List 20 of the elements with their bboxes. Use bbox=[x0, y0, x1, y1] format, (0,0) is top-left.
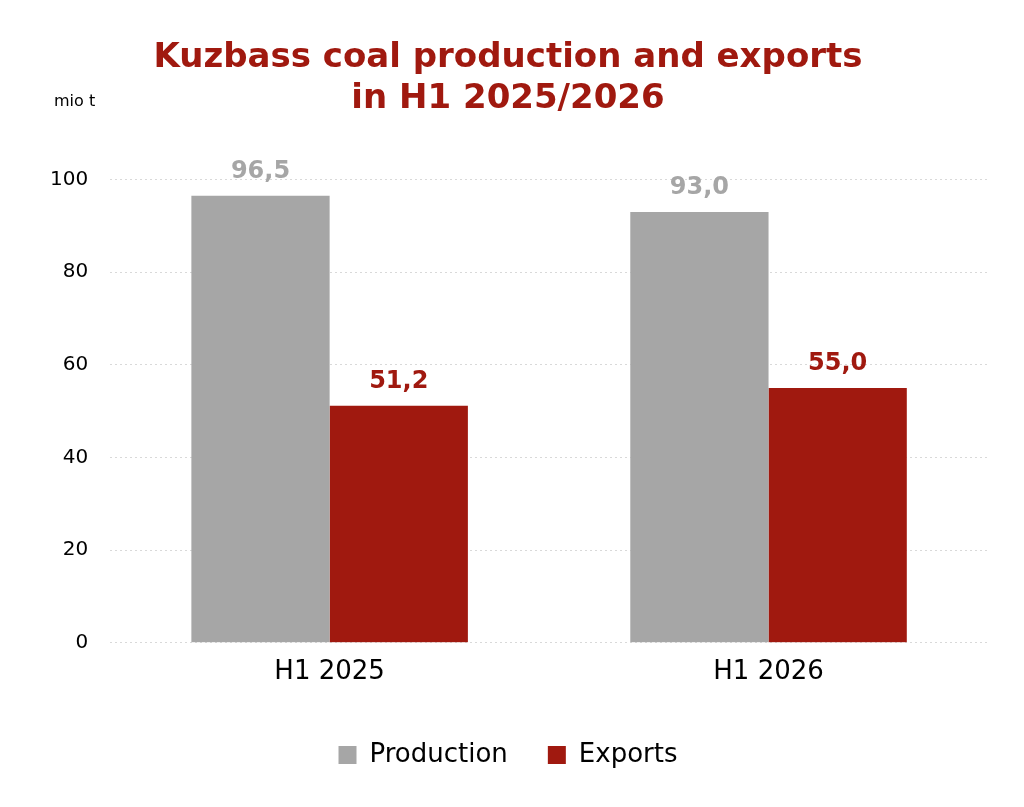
legend-label: Exports bbox=[578, 737, 678, 768]
y-tick-label: 80 bbox=[62, 258, 89, 283]
data-label: 93,0 bbox=[669, 172, 730, 201]
bar bbox=[768, 388, 907, 643]
data-label: 55,0 bbox=[808, 348, 868, 377]
y-tick-label: 0 bbox=[75, 629, 89, 653]
y-tick-label: 100 bbox=[49, 165, 89, 190]
data-label: 51,2 bbox=[369, 365, 429, 394]
x-tick-label: H1 2025 bbox=[274, 655, 385, 686]
bar bbox=[630, 212, 769, 643]
x-tick-label: H1 2026 bbox=[713, 655, 824, 686]
y-tick-label: 20 bbox=[62, 536, 89, 561]
y-tick-label: 60 bbox=[62, 351, 89, 376]
bar bbox=[329, 405, 468, 643]
y-axis-title: mio t bbox=[54, 90, 96, 110]
y-tick-label: 40 bbox=[62, 443, 89, 468]
bar bbox=[191, 195, 330, 643]
chart-title: Kuzbass coal production and exports in H1 2025/2026 bbox=[153, 35, 863, 117]
legend-label: Production bbox=[369, 737, 508, 768]
data-label: 96,5 bbox=[230, 156, 291, 185]
